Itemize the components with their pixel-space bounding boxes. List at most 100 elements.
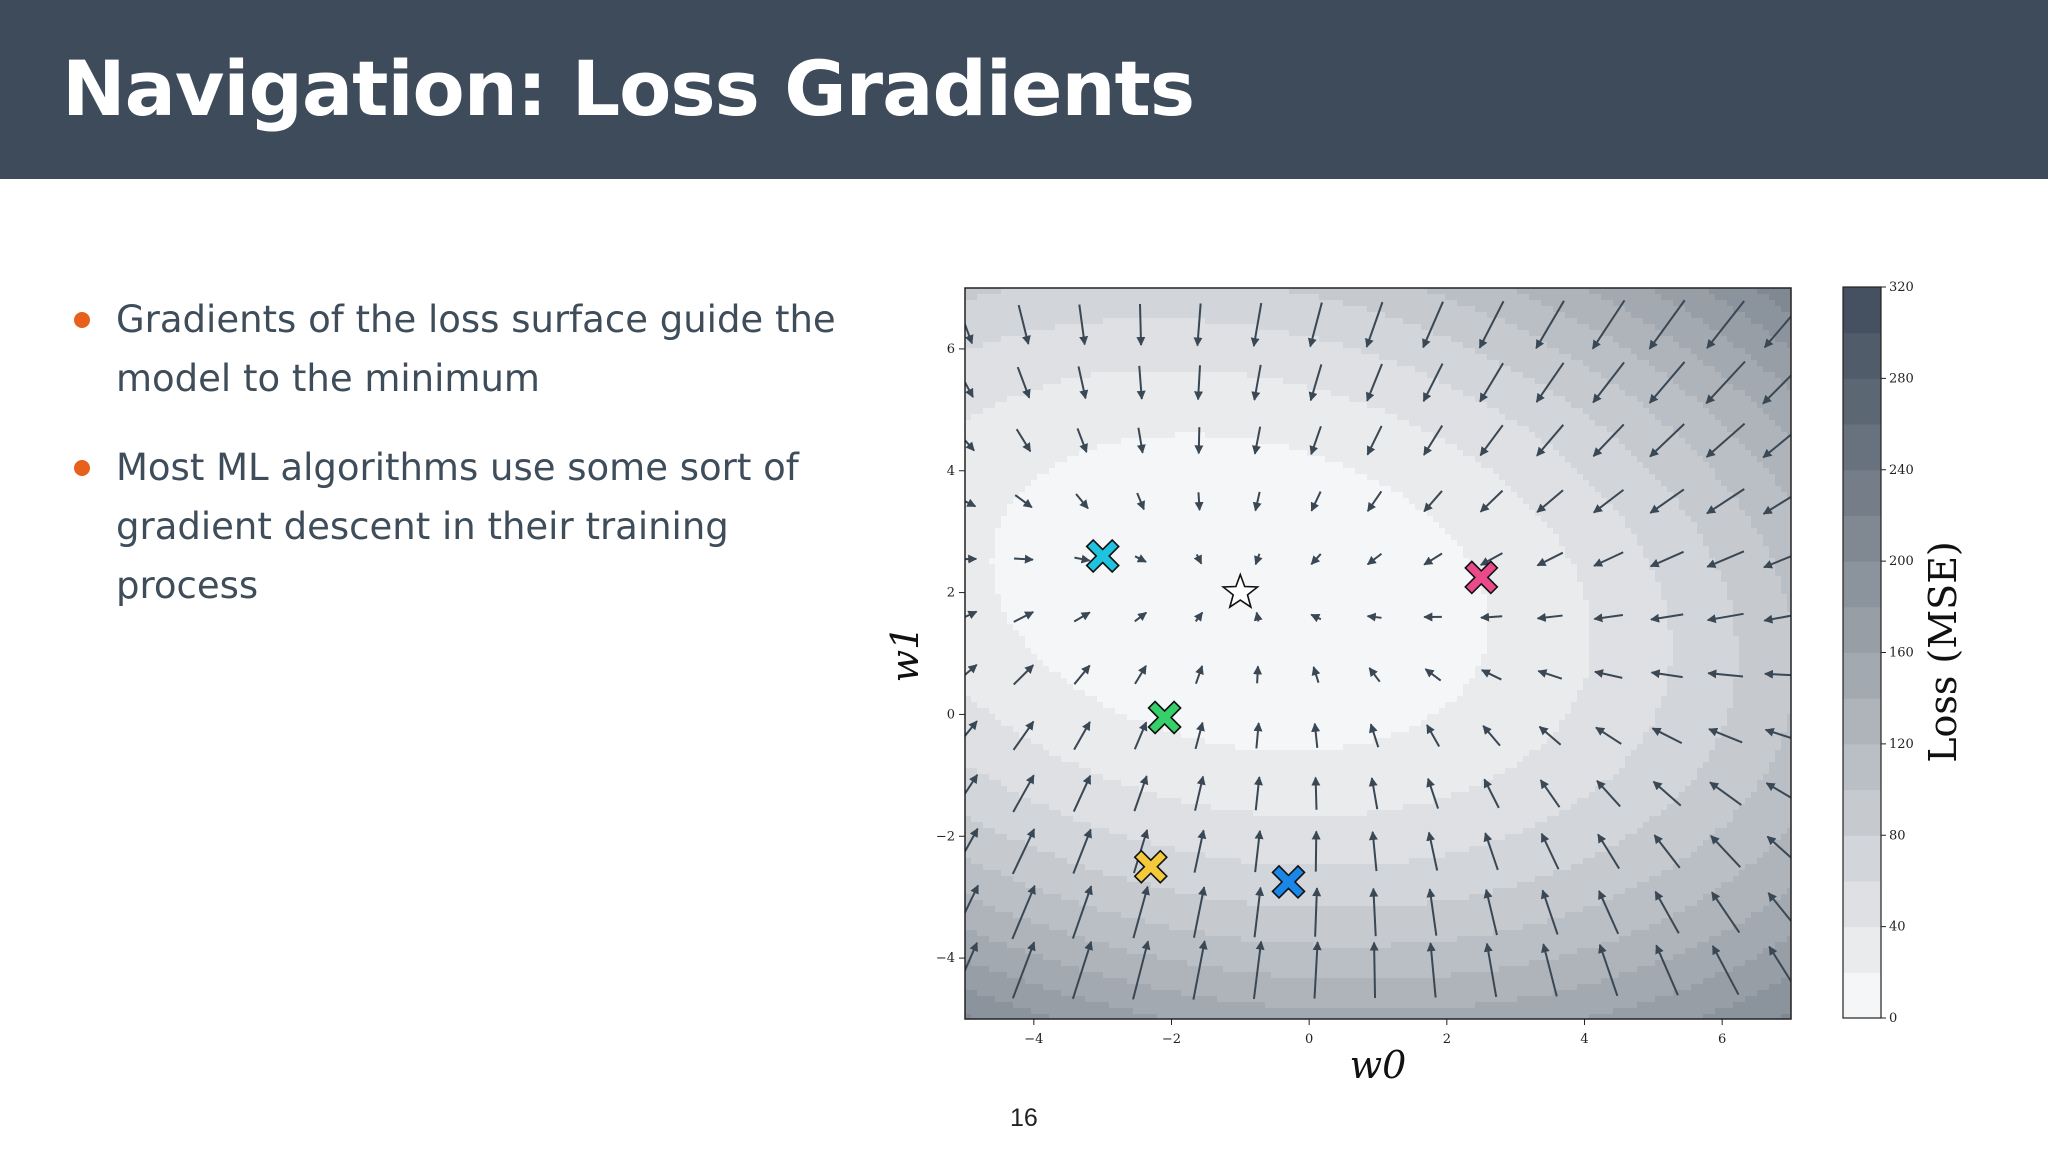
contour-cell [1097,288,1104,295]
contour-cell [989,876,996,883]
contour-cell [1157,468,1164,475]
contour-cell [1019,492,1026,499]
contour-cell [1073,888,1080,895]
contour-cell [989,924,996,931]
contour-cell [989,738,996,745]
contour-cell [995,888,1002,895]
contour-cell [1097,402,1104,409]
contour-cell [965,492,972,499]
contour-cell [1097,444,1104,451]
bullet-item: Most ML algorithms use some sort of grad… [70,438,870,615]
contour-cell [977,402,984,409]
contour-cell [1019,402,1026,409]
contour-cell [1037,618,1044,625]
contour-cell [1151,804,1158,811]
contour-cell [1085,732,1092,739]
contour-cell [1187,378,1194,385]
contour-cell [1013,786,1020,793]
contour-cell [1175,948,1182,955]
contour-cell [1001,966,1008,973]
contour-cell [1055,798,1062,805]
contour-cell [1139,522,1146,529]
contour-cell [1031,618,1038,625]
contour-cell [983,798,990,805]
contour-cell [1031,966,1038,973]
contour-cell [1157,804,1164,811]
contour-cell [1163,642,1170,649]
contour-cell [971,294,978,301]
contour-cell [1001,918,1008,925]
contour-cell [983,462,990,469]
contour-cell [1151,396,1158,403]
contour-cell [1133,612,1140,619]
contour-cell [995,942,1002,949]
contour-cell [1019,372,1026,379]
contour-cell [1145,1002,1152,1009]
contour-cell [1121,846,1128,853]
contour-cell [1097,426,1104,433]
contour-cell [995,804,1002,811]
contour-cell [1193,648,1200,655]
contour-cell [1031,432,1038,439]
contour-cell [983,636,990,643]
contour-cell [1187,342,1194,349]
contour-cell [1073,324,1080,331]
contour-cell [1205,636,1212,643]
contour-cell [965,480,972,487]
contour-cell [1031,324,1038,331]
contour-cell [1109,606,1116,613]
contour-cell [1061,756,1068,763]
contour-cell [1043,444,1050,451]
contour-cell [1187,846,1194,853]
contour-cell [1001,876,1008,883]
contour-cell [1073,930,1080,937]
contour-cell [1187,564,1194,571]
contour-cell [1031,936,1038,943]
contour-cell [1049,858,1056,865]
contour-cell [995,696,1002,703]
contour-cell [1049,636,1056,643]
contour-cell [1145,528,1152,535]
contour-cell [1007,354,1014,361]
contour-cell [1163,792,1170,799]
contour-cell [1073,558,1080,565]
contour-cell [1133,666,1140,673]
contour-cell [1001,642,1008,649]
contour-cell [1067,930,1074,937]
contour-cell [1205,492,1212,499]
contour-cell [1205,588,1212,595]
contour-cell [1181,774,1188,781]
contour-cell [1049,324,1056,331]
contour-cell [1055,888,1062,895]
contour-cell [983,330,990,337]
contour-cell [1091,978,1098,985]
contour-cell [1091,576,1098,583]
contour-cell [1067,834,1074,841]
contour-cell [1079,834,1086,841]
contour-cell [1079,576,1086,583]
contour-cell [1193,1008,1200,1015]
contour-cell [1049,462,1056,469]
contour-cell [971,588,978,595]
contour-cell [1001,930,1008,937]
contour-cell [989,480,996,487]
contour-cell [1205,504,1212,511]
contour-cell [971,408,978,415]
contour-cell [1043,408,1050,415]
contour-cell [1109,642,1116,649]
contour-cell [1055,612,1062,619]
contour-cell [1001,744,1008,751]
contour-cell [1163,300,1170,307]
contour-cell [1193,366,1200,373]
contour-cell [1061,606,1068,613]
contour-cell [995,318,1002,325]
contour-cell [1121,780,1128,787]
contour-cell [1133,756,1140,763]
contour-cell [1109,432,1116,439]
contour-cell [1085,816,1092,823]
contour-cell [1127,390,1134,397]
contour-cell [977,546,984,553]
contour-cell [1001,570,1008,577]
contour-cell [1073,354,1080,361]
contour-cell [1079,864,1086,871]
